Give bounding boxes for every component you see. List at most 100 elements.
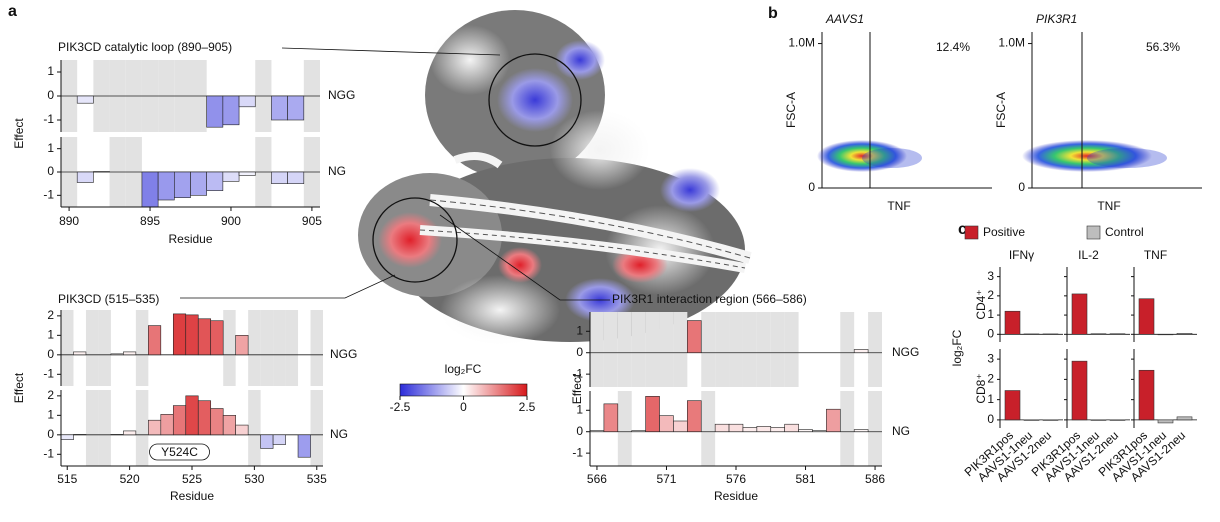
protein-structure [180, 10, 752, 345]
bar [123, 430, 137, 436]
no-guide-region [248, 310, 261, 386]
row-label: CD4⁺ [974, 289, 988, 319]
colorbar-label: log₂FC [445, 362, 482, 376]
y-tick-label: -1 [43, 446, 54, 460]
bar [206, 95, 224, 128]
bar [197, 400, 212, 436]
x-tick-label: 900 [221, 214, 241, 228]
y-tick-label: -1 [572, 445, 583, 459]
bar [235, 424, 249, 436]
y-tick-label: 0 [47, 427, 54, 441]
bar [1071, 293, 1088, 335]
y-axis-label: log₂FC [950, 329, 964, 366]
panel-label: b [768, 5, 778, 22]
bar [60, 434, 74, 440]
bar [1071, 360, 1088, 421]
bar [1138, 369, 1155, 421]
plot-title: PIK3R1 [1036, 12, 1077, 26]
no-guide-region [756, 312, 771, 387]
column-header: TNF [1144, 248, 1167, 262]
bar [728, 423, 744, 433]
x-tick-label: 586 [865, 472, 885, 486]
plot-title: AAVS1 [825, 12, 864, 26]
bar [235, 335, 249, 356]
density-cloud [1022, 140, 1152, 172]
y-tick-label: 0 [1018, 180, 1025, 194]
chart-title: PIK3CD catalytic loop (890–905) [58, 40, 232, 54]
bar [1109, 419, 1126, 421]
bar [812, 430, 827, 433]
bar [1138, 298, 1155, 335]
density-cloud [817, 140, 907, 172]
colorbar-tick-label: 0 [460, 400, 467, 414]
legend-label: Positive [983, 225, 1025, 239]
bar [770, 427, 785, 433]
y-tick-label: 0 [47, 347, 54, 361]
y-tick-label: 1.0M [788, 36, 815, 50]
y-tick-label: 0 [808, 180, 815, 194]
series-name: NGG [330, 347, 357, 361]
x-tick-label: 525 [182, 472, 202, 486]
y-tick-label: 3 [987, 269, 994, 283]
y-tick-label: -1 [43, 366, 54, 380]
series-name: NGG [328, 88, 355, 102]
colorbar [399, 383, 528, 397]
bar [1042, 333, 1059, 335]
x-tick-label: 515 [57, 472, 77, 486]
x-axis-label: Residue [168, 232, 212, 246]
bar [589, 430, 605, 433]
no-guide-region [603, 312, 618, 387]
no-guide-region [85, 390, 99, 466]
y-tick-label: 2 [987, 288, 994, 302]
bar [287, 171, 305, 184]
bar [673, 420, 688, 433]
y-tick-label: 2 [47, 308, 54, 322]
no-guide-region [260, 310, 274, 386]
y-tick-label: 1 [47, 141, 54, 155]
y-tick-label: -1 [43, 112, 54, 126]
gate-percentage: 56.3% [1146, 40, 1180, 54]
bar [238, 95, 256, 108]
annotation: Y524C [161, 445, 198, 459]
bar [1157, 334, 1174, 336]
y-tick-label: 1 [987, 307, 994, 321]
x-tick-label: 571 [656, 472, 676, 486]
bar [1004, 310, 1021, 335]
bar [148, 325, 162, 356]
bar [631, 430, 646, 433]
gate-percentage: 12.4% [936, 40, 970, 54]
no-guide-region [135, 390, 149, 466]
annotation-box [149, 443, 210, 461]
column-header: IL-2 [1078, 248, 1099, 262]
no-guide-region [784, 312, 799, 387]
bar [206, 171, 224, 191]
no-guide-region [285, 310, 299, 386]
row-label: CD8⁺ [974, 373, 988, 403]
bar [853, 349, 869, 354]
no-guide-region [715, 312, 730, 387]
bar [798, 429, 813, 433]
bar [714, 423, 730, 433]
bar [1176, 333, 1193, 335]
series-name: NG [892, 424, 910, 438]
y-tick-label: 1 [576, 323, 583, 337]
legend-swatch [1086, 225, 1101, 240]
bar [76, 95, 94, 104]
bar [222, 95, 240, 126]
no-guide-region [85, 310, 99, 386]
no-guide-region [673, 312, 688, 387]
bar [148, 419, 162, 436]
chart-title: PIK3R1 interaction region (566–586) [612, 292, 807, 306]
y-tick-label: 1 [47, 64, 54, 78]
bar [172, 313, 187, 356]
bar [687, 400, 702, 433]
colorbar-tick-label: 2.5 [519, 400, 536, 414]
no-guide-region [840, 312, 855, 387]
panel-label: c [958, 221, 967, 238]
y-tick-label: 1 [987, 392, 994, 406]
no-guide-region [310, 390, 323, 466]
x-tick-label: 520 [120, 472, 140, 486]
y-axis-label: Effect [12, 118, 26, 149]
no-guide-region [868, 391, 882, 466]
no-guide-region [645, 312, 660, 387]
